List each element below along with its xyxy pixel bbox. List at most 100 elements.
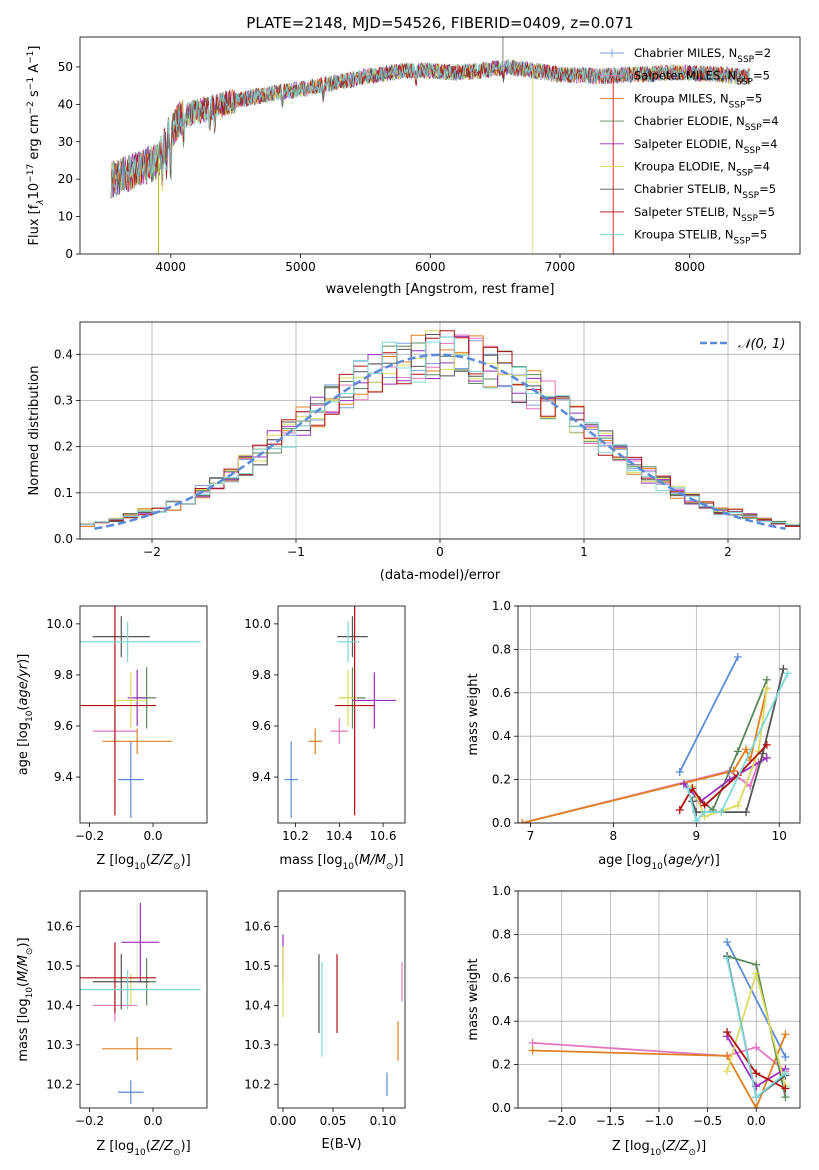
y-tick-label: 10.6 xyxy=(244,920,271,934)
y-axis-label: mass weight xyxy=(466,673,481,755)
label-part: 10 xyxy=(25,987,35,999)
label-part: SSP xyxy=(745,123,762,133)
plot-layer: 4000 5000 6000 7000 800001020304050wavelengt… xyxy=(16,36,801,1158)
label-part: Z/Z xyxy=(150,853,174,868)
label-part: −1 xyxy=(26,77,36,90)
label-part: ⊙ xyxy=(173,1148,181,1158)
label-part: −17 xyxy=(26,164,36,183)
label-part: )] xyxy=(16,654,31,664)
label-part: )] xyxy=(393,853,403,868)
label-part: age/yr xyxy=(668,853,711,868)
weight-point-marker xyxy=(781,1084,790,1093)
y-tick-label: 50 xyxy=(58,60,73,74)
label-part: Z/Z xyxy=(150,1139,174,1154)
label-part: 10 xyxy=(343,862,355,872)
label-part: erg cm xyxy=(27,114,42,163)
x-axis-label: Z [log10(Z/Z⊙)] xyxy=(96,853,190,872)
y-tick-label: 0.4 xyxy=(492,1014,511,1028)
label-part: s xyxy=(27,90,42,101)
label-part: Chabrier ELODIE, N xyxy=(634,114,745,128)
label-part: 10 xyxy=(134,1148,146,1158)
label-part: Chabrier MILES, N xyxy=(634,46,737,60)
weight-point-marker xyxy=(781,1053,790,1062)
label-part: Z/Z xyxy=(665,1139,689,1154)
label-part: =4 xyxy=(762,114,779,128)
label-part: 10 xyxy=(27,183,42,200)
weight-point-marker xyxy=(729,766,738,775)
y-tick-label: 20 xyxy=(58,172,73,186)
label-part: Chabrier STELIB, N xyxy=(634,182,742,196)
weight-point-marker xyxy=(762,684,771,693)
y-tick-label: 30 xyxy=(58,135,73,149)
axes-residuals: −2 −1 0 1 2 0.0 0.1 0.2 0.3 0.4 𝒩(0, 1) (data-model… xyxy=(27,321,801,583)
weight-point-marker xyxy=(692,816,701,823)
weight-series-line xyxy=(726,941,787,1058)
label-part: 10 xyxy=(651,862,663,872)
legend-entry: Salpeter STELIB, NSSP=5 xyxy=(634,205,775,224)
weight-point-marker xyxy=(752,960,761,969)
legend-entry: Kroupa STELIB, NSSP=5 xyxy=(634,228,767,247)
weight-point-marker xyxy=(742,745,751,754)
label-part: =4 xyxy=(761,137,778,151)
x-tick-label: 0.10 xyxy=(370,1114,397,1128)
weight-point-marker xyxy=(752,1093,761,1102)
y-axis-label: Flux [fλ10−17 erg cm−2 s−1 A−1] xyxy=(26,46,46,246)
label-part: =5 xyxy=(750,228,767,242)
label-part: )] xyxy=(181,853,191,868)
y-axis-label: mass [log10(M/M⊙)] xyxy=(16,937,35,1061)
weight-series-line xyxy=(691,668,785,813)
weight-point-marker xyxy=(781,1030,790,1039)
x-axis-label: Z [log10(Z/Z⊙)] xyxy=(96,1139,190,1158)
label-part: )] xyxy=(710,853,720,868)
legend-entry: Kroupa ELODIE, NSSP=4 xyxy=(634,160,770,179)
y-tick-label: 0.0 xyxy=(492,816,511,830)
axes-frame xyxy=(79,321,801,540)
x-tick-label: 10.6 xyxy=(370,829,397,843)
axes-frame xyxy=(79,36,801,255)
x-axis-label: (data-model)/error xyxy=(380,568,501,583)
x-axis-label: E(B-V) xyxy=(321,1137,361,1152)
plot-area-residuals xyxy=(80,330,800,530)
x-tick-label: 0.0 xyxy=(747,1114,766,1128)
label-part: age [log xyxy=(16,722,31,775)
label-part: Salpeter MILES, N xyxy=(634,69,736,83)
x-tick-label: −1.5 xyxy=(596,1114,625,1128)
label-part: ( xyxy=(354,853,359,868)
y-tick-label: 10 xyxy=(58,210,73,224)
axes-frame xyxy=(517,890,801,1109)
axes-frame xyxy=(79,890,208,1109)
x-tick-label: 8 xyxy=(610,829,618,843)
weight-point-marker xyxy=(752,1104,761,1108)
label-part: ( xyxy=(16,982,31,987)
x-tick-label: 1 xyxy=(580,545,588,559)
y-tick-label: 0.0 xyxy=(54,532,73,546)
x-axis-label: mass [log10(M/M⊙)] xyxy=(279,853,403,872)
legend-entry: Chabrier ELODIE, NSSP=4 xyxy=(634,114,779,133)
label-part: =5 xyxy=(758,205,775,219)
y-tick-label: 0.2 xyxy=(492,1058,511,1072)
y-tick-label: 10.0 xyxy=(244,617,271,631)
y-tick-label: 0.4 xyxy=(492,729,511,743)
weight-point-marker xyxy=(723,1028,732,1037)
x-tick-label: 0.0 xyxy=(143,829,162,843)
x-tick-label: 0 xyxy=(436,545,444,559)
label-part: )] xyxy=(16,937,31,947)
y-tick-label: 40 xyxy=(58,97,73,111)
label-part: 10 xyxy=(25,710,35,722)
label-part: age [log xyxy=(598,853,651,868)
label-part: =4 xyxy=(753,160,770,174)
label-part: SSP xyxy=(744,146,761,156)
label-part: SSP xyxy=(741,214,758,224)
y-tick-label: 10.6 xyxy=(46,920,73,934)
label-part: 10 xyxy=(650,1148,662,1158)
plot-area-age_vs_Z xyxy=(80,606,201,818)
y-tick-label: 0.0 xyxy=(492,1101,511,1115)
y-tick-label: 0.6 xyxy=(492,971,511,985)
axes-spectrum: 4000 5000 6000 7000 8000 0 10 20 30 40 50 wavelengt… xyxy=(26,36,801,297)
label-part: ( xyxy=(663,853,668,868)
axes-age_vs_mass: 10.2 10.4 10.6 9.4 9.6 9.8 10.0 mass [log10(M/M… xyxy=(244,605,406,872)
legend-entry: Chabrier MILES, NSSP=2 xyxy=(634,46,771,65)
weight-point-marker xyxy=(679,779,688,788)
x-tick-label: 5000 xyxy=(285,260,316,274)
